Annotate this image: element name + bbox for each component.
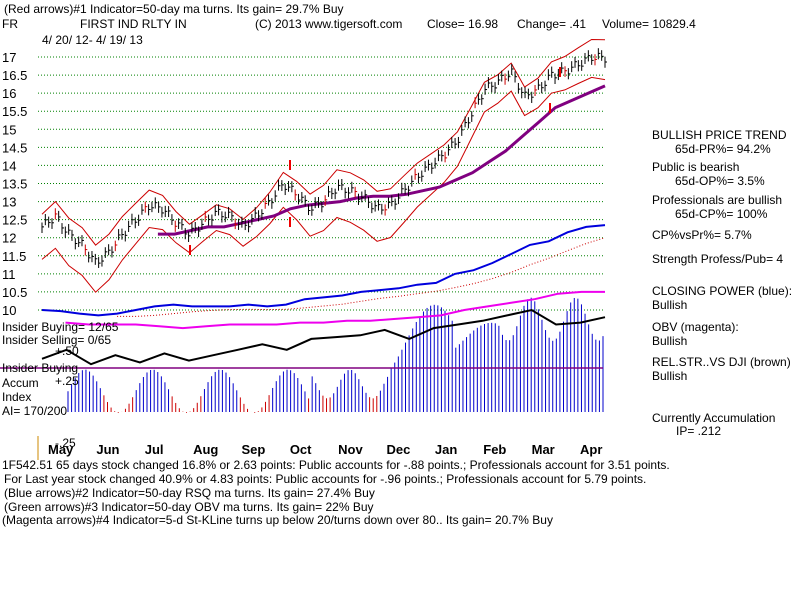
x-tick-label: Mar [532, 442, 555, 457]
footer-line-5: (Magenta arrows)#4 Indicator=5-d St-KLin… [2, 513, 553, 527]
x-tick-label: Jan [435, 442, 457, 457]
cp-vs-pr: CP%vsPr%= 5.7% [652, 228, 752, 242]
price-gridlines [38, 56, 605, 311]
indicator-1-line: (Red arrows)#1 Indicator=50-day ma turns… [4, 2, 344, 16]
closing-power-ma [117, 237, 606, 317]
public-bearish: Public is bearish [652, 160, 740, 174]
x-tick-label: Dec [387, 442, 411, 457]
x-tick-label: Oct [290, 442, 312, 457]
copyright: (C) 2013 www.tigersoft.com [255, 17, 403, 31]
y-tick-label: 15.5 [2, 104, 27, 119]
footer-line-3: (Blue arrows)#2 Indicator=50-day RSQ ma … [4, 486, 375, 500]
footer-65day: 65 days stock changed 16.8% or 2.63 poin… [52, 458, 670, 472]
index-label: Index [2, 390, 32, 404]
y-tick-label: 14 [2, 158, 16, 173]
ai-value: AI= 170/200 [2, 404, 68, 418]
y-tick-label: 16.5 [2, 68, 27, 83]
signal-arrows [189, 67, 561, 255]
accum-label: Accum [2, 376, 39, 390]
footer-prefix: 1F542.51 [2, 458, 53, 472]
x-tick-label: Jul [145, 442, 164, 457]
company-name: FIRST IND RLTY IN [80, 17, 187, 31]
obv-status: Bullish [652, 334, 688, 348]
closing-power-label: CLOSING POWER (blue): [652, 284, 793, 298]
ticker: FR [2, 17, 18, 31]
closing-power-line [41, 224, 606, 317]
y-tick-label: 11 [2, 267, 16, 282]
y-tick-label: 12.5 [2, 213, 27, 228]
x-tick-label: Jun [96, 442, 119, 457]
obv-label: OBV (magenta): [652, 320, 739, 334]
x-tick-label: Apr [580, 442, 602, 457]
x-tick-label: Nov [338, 442, 363, 457]
professionals-bullish: Professionals are bullish [652, 193, 783, 207]
x-tick-label: Feb [483, 442, 506, 457]
relstr-status: Bullish [652, 369, 688, 383]
accum-tick-minus25: -.25 [55, 436, 76, 450]
currently-accumulation: Currently Accumulation [652, 411, 776, 425]
pr-pct: 65d-PR%= 94.2% [675, 142, 771, 156]
change-value: Change= .41 [517, 17, 587, 31]
ma50-line [157, 84, 606, 236]
relstr-label: REL.STR..VS DJI (brown) [652, 355, 791, 369]
insider-buying-label: Insider Buying [2, 361, 79, 375]
obv-line [65, 290, 605, 330]
bullish-price-trend: BULLISH PRICE TREND [652, 128, 787, 142]
price-bars [41, 48, 607, 268]
ip-value: IP= .212 [676, 424, 722, 438]
relstr-line [41, 308, 606, 366]
y-tick-label: 13.5 [2, 177, 27, 192]
price-axis-ticks: 10 10.5 11 11.5 12 12.5 13 13.5 14 14.5 15 15.5 16 16… [2, 50, 27, 318]
x-tick-label: Aug [193, 442, 218, 457]
accumulation-bars [67, 297, 604, 413]
y-tick-label: 14.5 [2, 140, 27, 155]
series-lines [41, 38, 606, 366]
lower-band [41, 76, 606, 293]
footer-line-4: (Green arrows)#3 Indicator=50-day OBV ma… [4, 500, 374, 514]
date-range: 4/ 20/ 12- 4/ 19/ 13 [42, 33, 143, 47]
close-value: Close= 16.98 [427, 17, 499, 31]
y-tick-label: 11.5 [2, 249, 26, 264]
y-tick-label: 13 [2, 195, 16, 210]
accum-tick-plus50: +.50 [55, 344, 79, 358]
y-tick-label: 10.5 [2, 285, 27, 300]
y-tick-label: 12 [2, 231, 16, 246]
y-tick-label: 15 [2, 122, 16, 137]
y-tick-label: 17 [2, 50, 16, 65]
y-tick-label: 16 [2, 86, 16, 101]
strength-profess-pub: Strength Profess/Pub= 4 [652, 252, 784, 266]
closing-power-status: Bullish [652, 298, 688, 312]
insider-buying: Insider Buying= 12/65 [2, 320, 119, 334]
op-pct: 65d-OP%= 3.5% [675, 174, 765, 188]
month-axis: May Jun Jul Aug Sep Oct Nov Dec Jan Feb Mar Apr [37, 436, 602, 460]
insider-selling: Insider Selling= 0/65 [2, 333, 112, 347]
upper-band [41, 38, 606, 246]
footer-line-1: 1F542.51 65 days stock changed 16.8% or … [2, 458, 670, 472]
x-tick-label: Sep [241, 442, 265, 457]
footer-line-2: For Last year stock changed 40.9% or 4.8… [4, 472, 647, 486]
cp-pct: 65d-CP%= 100% [675, 207, 768, 221]
x-tick-label: May [48, 442, 74, 457]
accum-tick-plus25: +.25 [55, 374, 79, 388]
volume-value: Volume= 10829.4 [602, 17, 696, 31]
y-tick-label: 10 [2, 303, 16, 318]
